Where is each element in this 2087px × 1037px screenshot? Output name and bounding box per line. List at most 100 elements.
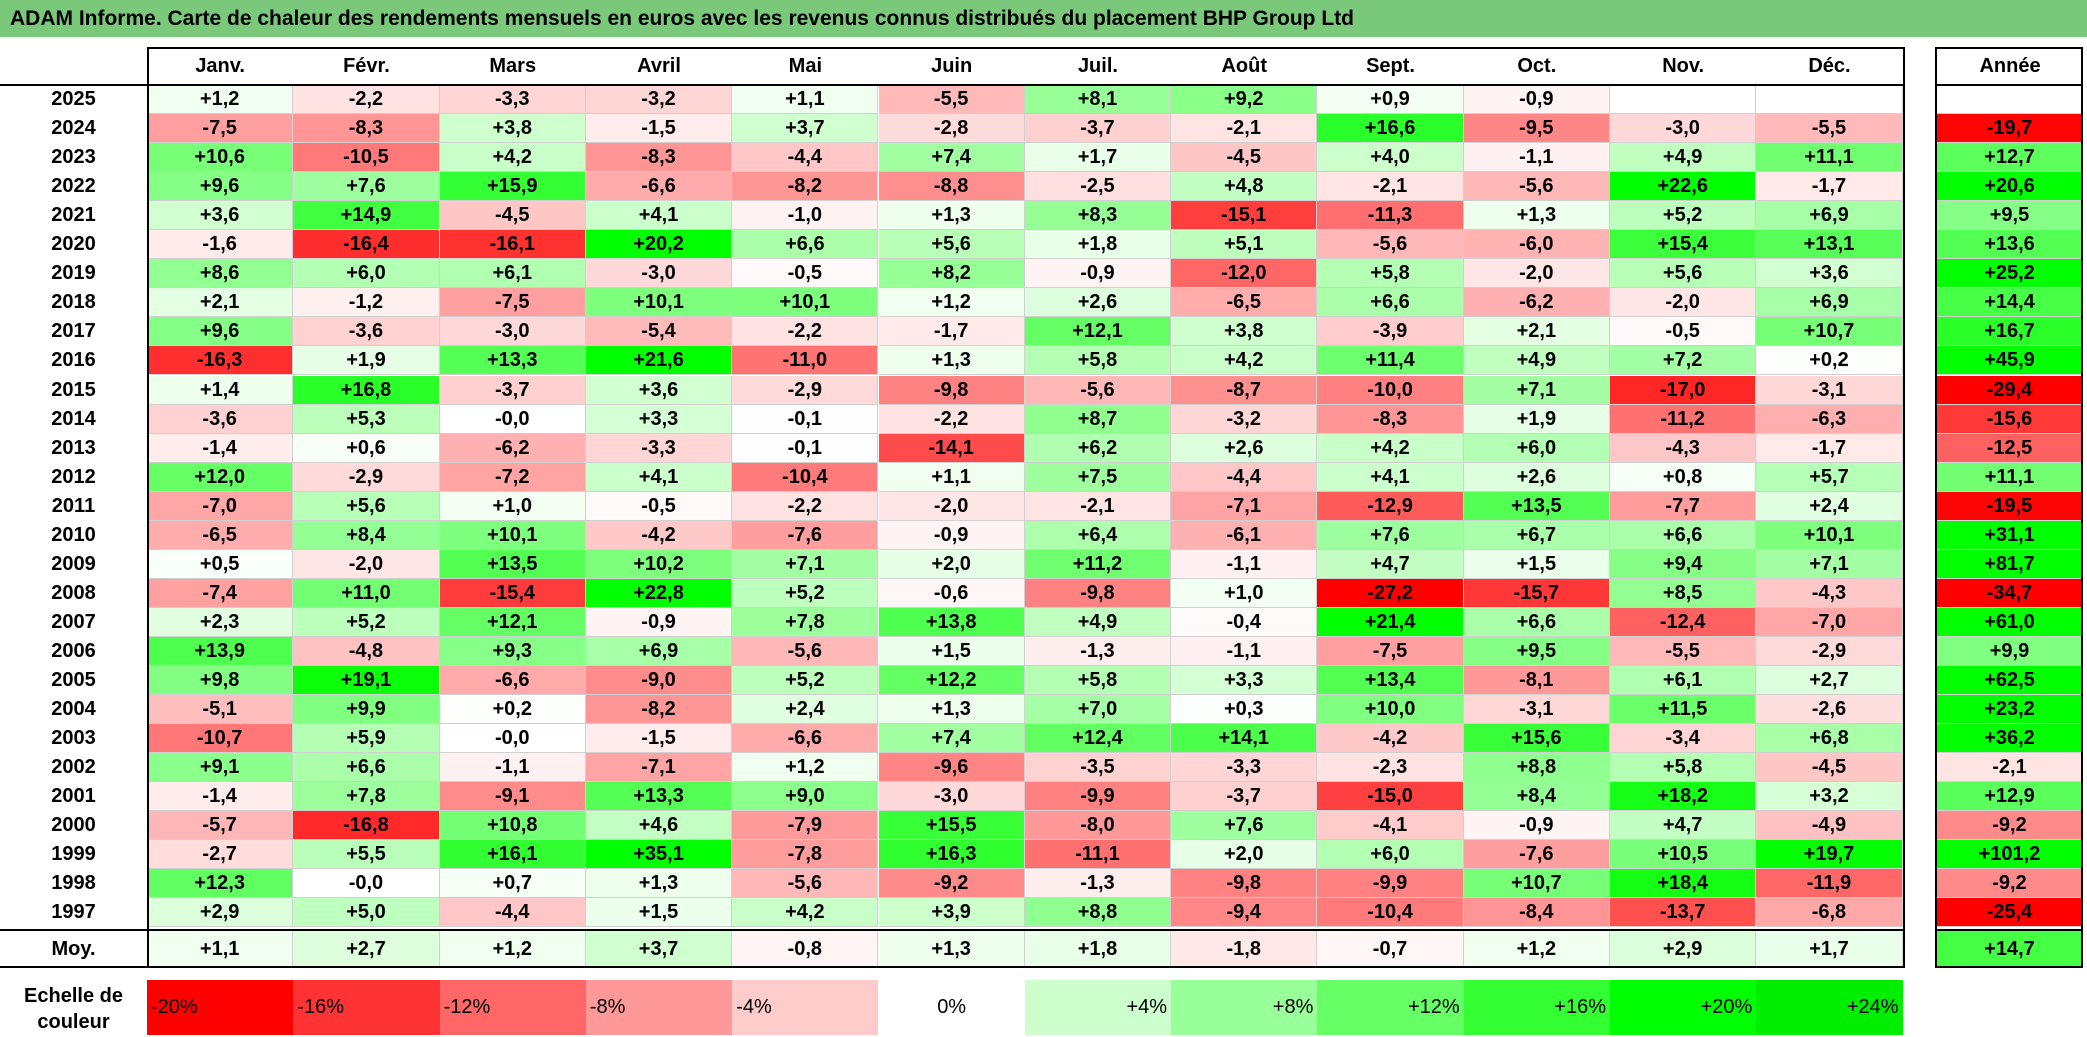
year-label: 2015 [0, 375, 147, 405]
heatmap-cell: -9,0 [585, 666, 733, 696]
heatmap-cell: -1,5 [585, 114, 733, 144]
heatmap-cell: +5,5 [293, 840, 440, 870]
heatmap-cell: -6,1 [1171, 520, 1318, 550]
annual-cell: +11,1 [1937, 462, 2083, 492]
color-scale-label: Echelle de couleur [24, 985, 123, 1033]
heatmap-cell: -0,9 [1463, 85, 1610, 115]
heatmap-cell: +4,9 [1024, 607, 1172, 637]
average-cell: +2,7 [293, 931, 440, 967]
heatmap-cell: -3,3 [1171, 753, 1318, 783]
heatmap-cell: +4,7 [1317, 549, 1464, 579]
heatmap-cell: -1,7 [1756, 172, 1903, 202]
heatmap-cell: +1,2 [147, 85, 294, 115]
heatmap-cell: +8,6 [147, 259, 294, 289]
heatmap-cell: +5,8 [1610, 753, 1757, 783]
heatmap-cell: +13,4 [1317, 666, 1464, 696]
average-cell: -1,8 [1171, 931, 1318, 967]
heatmap-cell: -6,2 [1463, 288, 1610, 318]
annual-cell: +9,9 [1937, 636, 2083, 666]
heatmap-cell: +16,8 [293, 375, 440, 405]
heatmap-cell: +18,4 [1610, 869, 1757, 899]
heatmap-cell: -4,9 [1756, 811, 1903, 841]
heatmap-cell: -9,8 [878, 375, 1025, 405]
heatmap-cell: +19,1 [293, 666, 440, 696]
heatmap-cell: -4,2 [1317, 724, 1464, 754]
month-header: Janv. [147, 49, 294, 84]
annual-cell: +81,7 [1937, 549, 2083, 579]
heatmap-cell: +7,0 [1024, 695, 1172, 725]
heatmap-cell: -0,1 [732, 433, 879, 463]
heatmap-cell: +6,4 [1024, 520, 1172, 550]
heatmap-cell: -0,6 [878, 578, 1025, 608]
year-label: 2016 [0, 346, 147, 376]
heatmap-cell: +7,1 [732, 549, 879, 579]
heatmap-cell: -1,7 [1756, 433, 1903, 463]
heatmap-cell: +6,6 [1463, 607, 1610, 637]
heatmap-cell: -2,3 [1317, 753, 1464, 783]
heatmap-cell: -8,0 [1024, 811, 1172, 841]
heatmap-cell: +13,5 [1463, 491, 1610, 521]
heatmap-cell: +1,1 [732, 85, 879, 115]
heatmap-cell: -6,6 [732, 724, 879, 754]
heatmap-cell: -4,5 [439, 201, 586, 231]
heatmap-cell: -7,8 [732, 840, 879, 870]
heatmap-cell: -3,5 [1024, 753, 1172, 783]
heatmap-cell: +3,3 [1171, 666, 1318, 696]
heatmap-cell: -6,6 [439, 666, 586, 696]
heatmap-cell: +6,0 [1317, 840, 1464, 870]
year-label: 1999 [0, 840, 147, 870]
heatmap-cell: -12,4 [1610, 607, 1757, 637]
heatmap-cell: +13,3 [585, 782, 733, 812]
heatmap-cell: +9,2 [1171, 85, 1318, 115]
heatmap-cell: -6,5 [147, 520, 294, 550]
year-label: 2018 [0, 288, 147, 318]
heatmap-cell: +12,3 [147, 869, 294, 899]
month-header: Avril [585, 49, 733, 84]
heatmap-cell: +7,6 [1317, 520, 1464, 550]
heatmap-cell: -2,0 [1610, 288, 1757, 318]
heatmap-cell: -5,6 [732, 636, 879, 666]
color-scale-swatch: +20% [1610, 980, 1757, 1035]
heatmap-cell: +5,9 [293, 724, 440, 754]
heatmap-cell: +8,7 [1024, 404, 1172, 434]
heatmap-cell: +6,2 [1024, 433, 1172, 463]
heatmap-cell: +3,3 [585, 404, 733, 434]
heatmap-cell: +15,9 [439, 172, 586, 202]
heatmap-cell: -3,1 [1756, 375, 1903, 405]
heatmap-cell: +3,8 [1171, 317, 1318, 347]
heatmap-cell: -2,6 [1756, 695, 1903, 725]
heatmap-cell: +4,2 [439, 143, 586, 173]
heatmap-cell: +1,4 [147, 375, 294, 405]
year-label: 2003 [0, 724, 147, 754]
heatmap-cell: +8,1 [1024, 85, 1172, 115]
heatmap-cell: +12,4 [1024, 724, 1172, 754]
heatmap-cell: -0,9 [1463, 811, 1610, 841]
heatmap-cell: +5,2 [732, 578, 879, 608]
heatmap-cell: +1,5 [1463, 549, 1610, 579]
heatmap-cell: +1,3 [878, 695, 1025, 725]
heatmap-cell: +3,8 [439, 114, 586, 144]
heatmap-cell: +1,0 [1171, 578, 1318, 608]
heatmap-cell: +2,6 [1463, 462, 1610, 492]
heatmap-cell: -4,3 [1610, 433, 1757, 463]
heatmap-cell: -9,5 [1463, 114, 1610, 144]
heatmap-cell: +35,1 [585, 840, 733, 870]
heatmap-cell: -12,9 [1317, 491, 1464, 521]
heatmap-cell: -11,0 [732, 346, 879, 376]
heatmap-cell: -3,0 [878, 782, 1025, 812]
heatmap-cell: +1,3 [585, 869, 733, 899]
year-label: 2009 [0, 549, 147, 579]
year-label: 2020 [0, 230, 147, 260]
heatmap-cell: +2,6 [1024, 288, 1172, 318]
heatmap-cell: +15,4 [1610, 230, 1757, 260]
heatmap-cell: +10,1 [439, 520, 586, 550]
heatmap-cell: +12,1 [1024, 317, 1172, 347]
heatmap-cell: +6,0 [293, 259, 440, 289]
year-label: 2011 [0, 491, 147, 521]
heatmap-cell: -10,0 [1317, 375, 1464, 405]
average-cell: +1,8 [1024, 931, 1172, 967]
heatmap-cell: -6,5 [1171, 288, 1318, 318]
heatmap-cell: +10,7 [1756, 317, 1903, 347]
heatmap-cell: +6,6 [1317, 288, 1464, 318]
heatmap-cell: +4,9 [1610, 143, 1757, 173]
